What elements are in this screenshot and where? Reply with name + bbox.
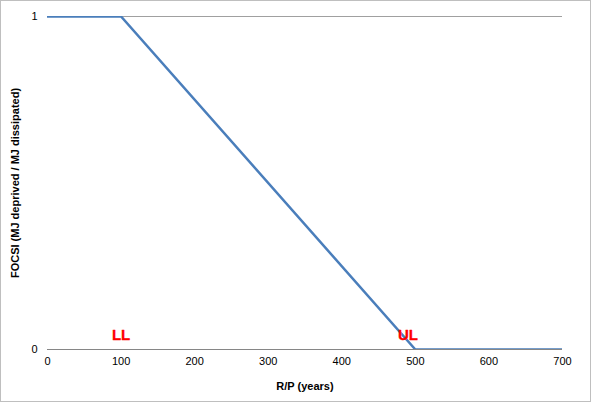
svg-text:300: 300	[259, 355, 277, 367]
svg-text:100: 100	[112, 355, 130, 367]
svg-text:1: 1	[31, 10, 37, 22]
svg-text:0: 0	[31, 343, 37, 355]
svg-text:400: 400	[333, 355, 351, 367]
svg-text:500: 500	[406, 355, 424, 367]
svg-text:600: 600	[480, 355, 498, 367]
svg-text:R/P (years): R/P (years)	[276, 380, 334, 392]
svg-text:UL: UL	[398, 326, 418, 343]
svg-text:0: 0	[44, 355, 50, 367]
svg-text:200: 200	[185, 355, 203, 367]
svg-text:LL: LL	[112, 326, 130, 343]
svg-text:FOCSI (MJ deprived / MJ dissip: FOCSI (MJ deprived / MJ dissipated)	[9, 88, 21, 278]
svg-text:700: 700	[553, 355, 571, 367]
